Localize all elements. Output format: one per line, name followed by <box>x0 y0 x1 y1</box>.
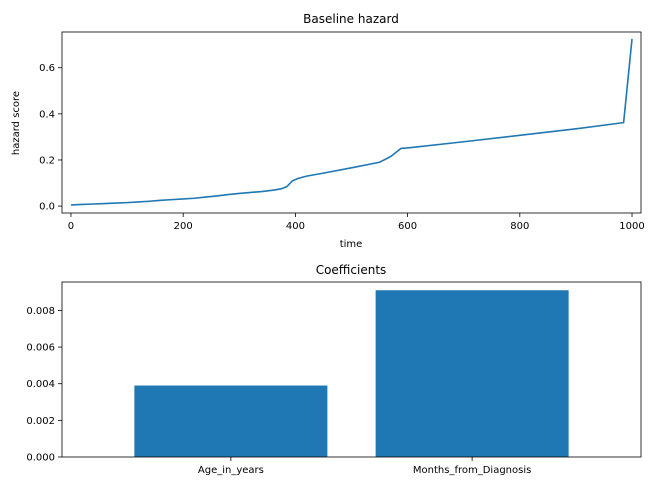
x-tick-label: 800 <box>510 221 529 232</box>
y-axis-label: hazard score <box>11 91 22 155</box>
y-tick-label: 0.4 <box>39 109 55 120</box>
bar-age-in-years <box>134 385 328 457</box>
x-tick-label: 0 <box>68 221 74 232</box>
y-tick-label: 0.6 <box>39 63 55 74</box>
y-tick-label: 0.2 <box>39 155 55 166</box>
x-axis-label: time <box>340 239 363 250</box>
axes-frame <box>61 31 642 214</box>
x-tick-label: 400 <box>286 221 305 232</box>
plot-area <box>70 38 633 206</box>
plot-area <box>134 290 569 457</box>
x-tick-label: 600 <box>398 221 417 232</box>
bar-months-from-diagnosis <box>375 290 569 457</box>
axes-frame <box>61 281 642 458</box>
chart-title: Baseline hazard <box>303 12 399 26</box>
x-tick-label: 200 <box>174 221 193 232</box>
axis-ticks: 0.000 0.002 0.004 0.006 0.008 Age_in_years Mon… <box>26 306 531 476</box>
hazard-line <box>70 38 633 206</box>
y-tick-label: 0.002 <box>26 416 55 427</box>
axis-ticks: 0 200 400 600 800 1000 0.0 0.2 0.4 0.6 <box>39 63 645 232</box>
y-tick-label: 0.0 <box>39 202 55 213</box>
x-tick-label: Months_from_Diagnosis <box>413 465 531 476</box>
baseline-hazard-chart: Baseline hazard hazard score time 0 200 40… <box>11 12 645 250</box>
y-tick-label: 0.008 <box>26 306 55 317</box>
chart-title: Coefficients <box>316 263 387 277</box>
y-tick-label: 0.000 <box>26 453 55 464</box>
x-tick-label: 1000 <box>619 221 644 232</box>
y-tick-label: 0.004 <box>26 379 55 390</box>
coefficients-chart: Coefficients 0.000 0.002 0.004 0.006 0.008 Ag… <box>26 263 642 476</box>
x-tick-label: Age_in_years <box>198 465 264 476</box>
y-tick-label: 0.006 <box>26 343 55 354</box>
